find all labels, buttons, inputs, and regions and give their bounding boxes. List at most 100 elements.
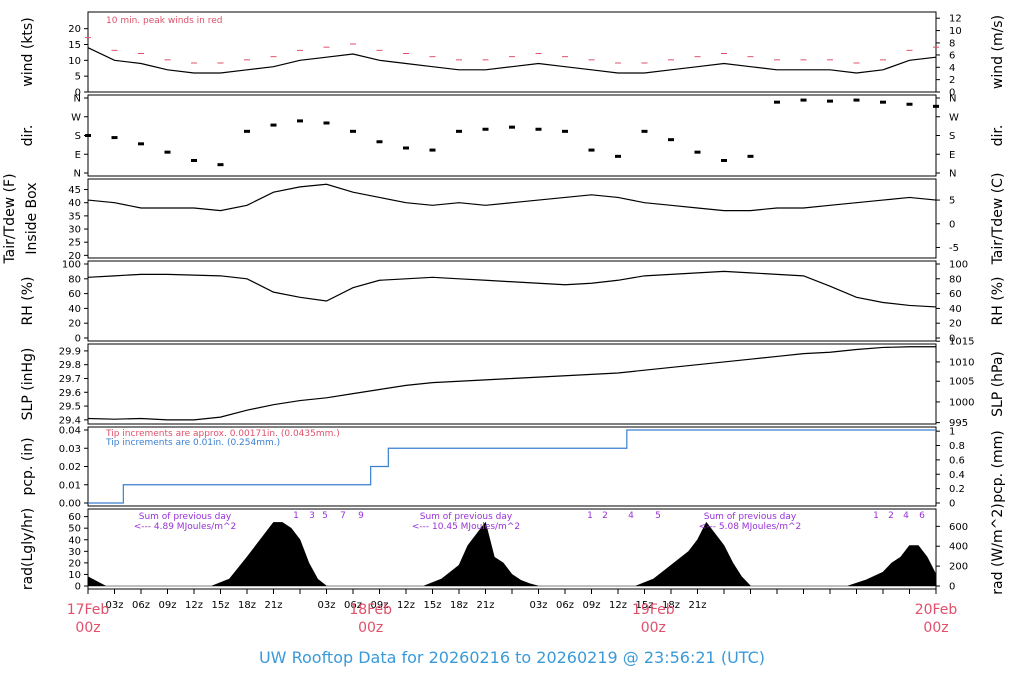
data-point: [270, 123, 277, 127]
left-tick-label: 30: [68, 225, 81, 236]
data-point: [244, 129, 250, 133]
hour-mark: 9: [358, 511, 364, 521]
left-tick-label: 0.03: [59, 444, 81, 455]
x-tick-label: 06z: [556, 600, 574, 611]
daily-sum-label: Sum of previous day: [420, 512, 513, 522]
x-tick-label: 03z: [106, 600, 124, 611]
tip-note-2: Tip increments are 0.01in. (0.254mm.): [105, 438, 280, 448]
daily-sum-value: <--- 5.08 MJoules/m^2: [699, 522, 801, 532]
data-point: [297, 119, 303, 123]
right-tick-label: 0: [949, 582, 955, 593]
left-tick-label: 80: [68, 274, 81, 285]
data-point: [85, 134, 91, 137]
left-tick-label: N: [74, 94, 81, 105]
right-tick-label: 60: [949, 289, 962, 300]
data-point: [853, 98, 860, 102]
left-tick-label: N: [74, 169, 81, 180]
data-point: [800, 98, 807, 102]
date-label: 18Feb: [349, 602, 392, 618]
left-tick-label: 45: [68, 185, 81, 196]
chart-title: UW Rooftop Data for 20260216 to 20260219…: [258, 648, 766, 667]
daily-sum-label: Sum of previous day: [704, 512, 797, 522]
left-tick-label: 20: [68, 558, 81, 569]
x-tick-label: 21z: [265, 600, 283, 611]
right-tick-label: W: [949, 112, 959, 123]
hour-mark: 4: [903, 511, 909, 521]
right-tick-label: 1005: [949, 377, 974, 388]
date-label: 17Feb: [67, 602, 110, 618]
right-tick-label: 0.8: [949, 441, 965, 452]
left-tick-label: 0: [75, 582, 81, 593]
series-line: [88, 429, 936, 504]
right-tick-label: 1000: [949, 397, 974, 408]
left-axis-title: RH (%): [20, 277, 36, 326]
hour-mark: 2: [888, 511, 894, 521]
hour-mark: 1: [873, 511, 879, 521]
left-tick-label: 50: [68, 524, 81, 535]
panel-frame: [87, 260, 937, 342]
data-point: [482, 127, 489, 131]
series-line: [87, 183, 937, 212]
panel-rh: 0 20 40 60 80 100 0 20 40 60 80 100 RH (%) RH (%): [20, 260, 1006, 345]
right-tick-label: E: [949, 150, 955, 161]
data-point: [827, 99, 833, 103]
x-tick-label: 15z: [424, 600, 442, 611]
right-tick-label: 0: [949, 219, 955, 230]
left-tick-label: 40: [68, 535, 81, 546]
left-tick-label: 29.7: [59, 374, 81, 385]
series-line: [87, 47, 937, 74]
x-tick-label: 09z: [583, 600, 601, 611]
right-axis-title: rad (W/m^2): [990, 503, 1006, 594]
data-point: [535, 127, 542, 131]
left-tick-label: 40: [68, 198, 81, 209]
series-line: [87, 346, 936, 421]
hour-mark: 5: [655, 511, 661, 521]
right-tick-label: 0: [949, 88, 955, 99]
left-tick-label: 15: [68, 40, 81, 51]
left-axis-title: dir.: [20, 125, 36, 147]
x-tick-label: 21z: [689, 600, 707, 611]
panel-frame: [87, 11, 937, 93]
x-tick-label: 12z: [397, 600, 415, 611]
right-tick-label: S: [949, 131, 955, 142]
left-tick-label: 0.02: [59, 462, 81, 473]
date-time-label: 00z: [641, 620, 666, 636]
right-tick-label: 40: [949, 304, 962, 315]
right-tick-label: 1010: [949, 357, 974, 368]
left-tick-label: 29.6: [59, 388, 81, 399]
left-tick-label: 60: [68, 512, 81, 523]
data-point: [721, 159, 727, 162]
right-tick-label: 8: [949, 38, 955, 49]
x-tick-label: 18z: [450, 600, 468, 611]
x-tick-label: 06z: [132, 600, 150, 611]
right-tick-label: 0.6: [949, 455, 965, 466]
hour-mark: 4: [628, 511, 634, 521]
right-tick-label: 0: [949, 334, 955, 345]
panel-temp: 20 25 30 35 40 45 -5 0 5 Tair/Tdew (F) Inside Box T…: [2, 173, 1006, 266]
panel-slp: 29.4 29.5 29.6 29.7 29.8 29.9 995 1000 1005 1010 1…: [20, 337, 1006, 429]
data-point: [429, 148, 436, 152]
date-time-label: 00z: [358, 620, 383, 636]
x-tick-label: 21z: [477, 600, 495, 611]
left-tick-label: 0: [75, 88, 81, 99]
left-tick-label: 20: [68, 319, 81, 330]
right-axis-title: RH (%): [990, 277, 1006, 326]
right-tick-label: 600: [949, 522, 968, 533]
left-tick-label: S: [75, 131, 81, 142]
data-point: [694, 150, 701, 154]
right-tick-label: 995: [949, 418, 968, 429]
data-point: [509, 125, 515, 129]
x-tick-label: 18z: [238, 600, 256, 611]
daily-sum-value: <--- 10.45 MJoules/m^2: [412, 522, 520, 532]
right-tick-label: 0.2: [949, 484, 965, 495]
x-tick-label: 15z: [212, 600, 230, 611]
hour-mark: 3: [309, 511, 315, 521]
left-tick-label: 25: [68, 238, 81, 249]
data-point: [747, 154, 754, 158]
date-label: 19Feb: [632, 602, 675, 618]
right-tick-label: 0.4: [949, 470, 965, 481]
